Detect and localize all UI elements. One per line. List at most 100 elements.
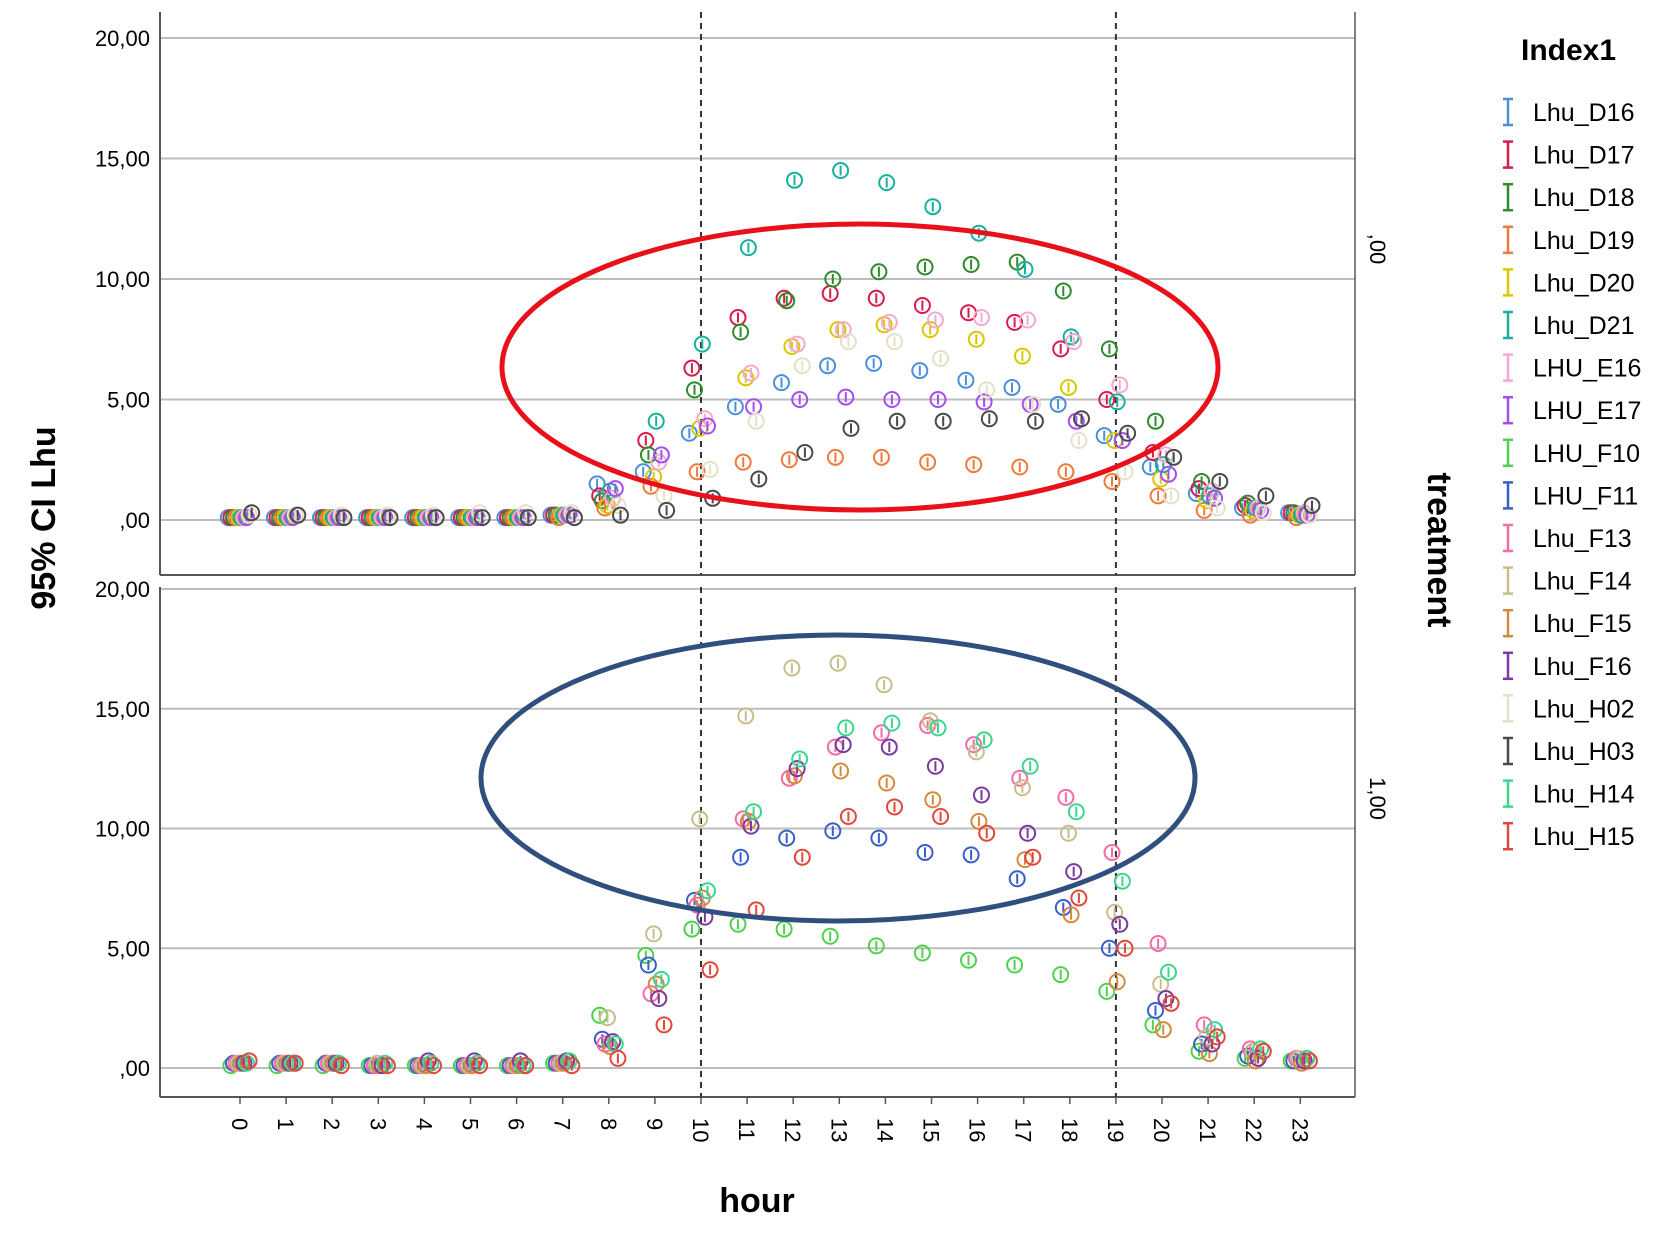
point-marker [1249,499,1267,517]
point-marker [793,848,811,866]
point-marker [696,410,714,428]
point-marker [791,750,809,768]
point-marker [975,393,993,411]
point-marker [1200,1045,1218,1063]
data-point [652,970,670,988]
data-point [973,309,990,327]
data-point [1154,1021,1172,1039]
data-point [775,920,793,938]
legend-item: Lhu_H02 [1503,694,1634,723]
point-marker [565,509,583,527]
data-point [729,309,747,327]
point-marker [967,743,985,761]
point-marker [1111,376,1129,394]
data-point [1298,1049,1316,1067]
data-point [243,504,261,522]
point-marker [826,448,844,466]
data-point [780,451,798,469]
data-points [219,162,1321,1075]
point-marker [732,848,750,866]
data-point [1111,376,1129,394]
data-point [888,412,906,430]
data-point [867,937,885,955]
point-marker [965,456,983,474]
point-marker [1108,973,1126,991]
legend-label: LHU_F11 [1533,482,1638,510]
data-point [1008,870,1026,888]
point-marker [240,506,258,524]
legend-item: Lhu_F13 [1503,523,1632,553]
legend-item: LHU_E17 [1503,395,1641,425]
data-point [926,311,944,329]
data-point [517,1057,535,1075]
data-point [1211,472,1229,490]
point-marker [924,791,942,809]
x-tick-label: 1 [273,1118,298,1130]
point-marker [1211,472,1229,490]
data-point [1111,915,1129,933]
point-marker [1019,311,1037,329]
point-marker [604,1033,622,1051]
point-marker [680,424,698,442]
point-marker [1070,889,1088,907]
data-point [1052,966,1070,984]
point-marker [1195,1016,1213,1034]
data-point [842,419,860,437]
point-marker [1208,1028,1226,1046]
point-marker [1257,487,1275,505]
legend-item: Lhu_H15 [1503,821,1634,851]
point-marker [773,374,790,392]
point-marker [824,270,842,288]
data-point [1070,889,1088,907]
data-point [1065,333,1083,351]
point-marker [883,391,901,408]
point-marker [978,824,996,842]
x-tick-label: 16 [965,1118,990,1142]
data-point [1024,848,1042,866]
legend-item: Lhu_F16 [1503,651,1632,681]
point-marker [519,509,537,527]
point-marker [1252,501,1270,519]
data-point [1060,824,1077,842]
legend-label: Lhu_D20 [1533,269,1634,297]
x-tick-label: 4 [411,1118,436,1130]
data-point [473,509,491,527]
data-point [1057,463,1075,481]
data-point [647,412,665,430]
point-marker [376,509,394,527]
point-marker [867,289,885,307]
data-point [1067,803,1085,821]
data-point [824,270,842,288]
point-marker [929,719,947,737]
data-point [913,944,931,962]
data-point [911,362,929,380]
point-marker [913,944,931,962]
point-marker [701,961,719,979]
data-point [1006,313,1024,331]
point-marker [378,1057,396,1075]
data-point [332,1057,350,1075]
point-marker [1024,395,1042,413]
red-annotation-ellipse [499,221,1221,513]
data-point [1160,963,1177,981]
point-marker [1157,990,1175,1008]
data-point [680,424,698,442]
data-point [824,822,842,840]
legend-item: Lhu_D19 [1503,225,1634,255]
data-point [688,463,706,481]
point-marker [960,951,977,969]
y-axis-title: 95% CI Lhu [25,426,63,609]
point-marker [691,810,709,828]
point-marker [1065,863,1083,881]
x-tick-label: 0 [227,1118,252,1130]
data-point [729,915,747,933]
data-point [1257,487,1275,505]
data-point [378,506,396,524]
data-point [637,431,655,449]
point-marker [967,330,985,348]
data-point [870,829,888,847]
data-point [1098,982,1116,1000]
point-marker [786,767,803,785]
data-point [376,1054,394,1072]
data-point [1016,260,1034,278]
